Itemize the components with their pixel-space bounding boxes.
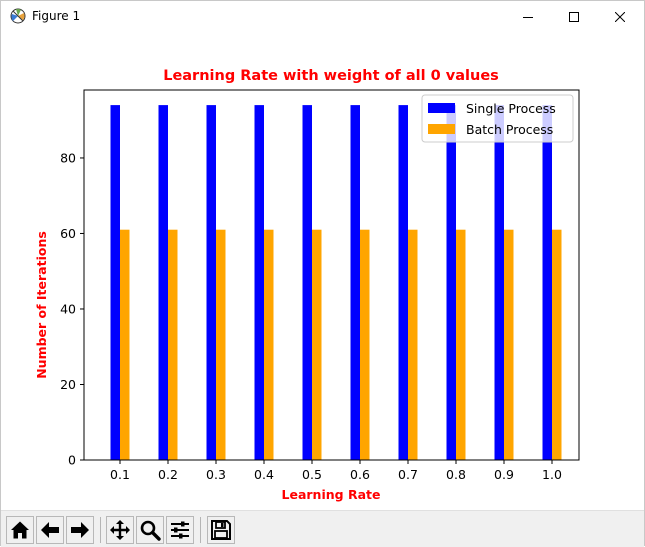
minimize-button[interactable] (505, 1, 551, 32)
y-tick-label: 20 (60, 377, 76, 392)
figure-canvas[interactable]: Learning Rate with weight of all 0 value… (1, 32, 644, 510)
x-tick-label: 0.1 (110, 467, 130, 482)
matplotlib-icon (10, 8, 26, 24)
single-process-bar (110, 105, 120, 460)
close-icon (615, 11, 625, 22)
single-process-bar (350, 105, 360, 460)
toolbar-separator (100, 517, 101, 543)
x-tick-label: 0.6 (350, 467, 370, 482)
batch-process-bar (168, 229, 178, 460)
back-button[interactable] (36, 516, 64, 544)
minimize-icon (523, 16, 533, 18)
x-tick-label: 0.2 (158, 467, 178, 482)
maximize-button[interactable] (551, 1, 597, 32)
save-disk-icon (211, 520, 231, 540)
close-button[interactable] (597, 1, 643, 32)
toolbar-separator (200, 517, 201, 543)
single-process-bar (398, 105, 408, 460)
single-process-bar (302, 105, 312, 460)
legend-label: Single Process (466, 101, 556, 116)
batch-process-bar (312, 229, 322, 460)
x-tick-label: 0.7 (398, 467, 418, 482)
title-bar[interactable]: Figure 1 (1, 1, 644, 32)
x-axis-label: Learning Rate (282, 487, 381, 502)
batch-process-bar (264, 229, 274, 460)
y-tick-label: 60 (60, 226, 76, 241)
x-tick-label: 1.0 (542, 467, 562, 482)
pan-move-icon (110, 520, 130, 540)
subplots-button[interactable] (166, 516, 194, 544)
batch-process-bar (408, 229, 418, 460)
save-button[interactable] (207, 516, 235, 544)
zoom-button[interactable] (136, 516, 164, 544)
legend-label: Batch Process (466, 122, 553, 137)
y-tick-label: 0 (68, 453, 76, 468)
batch-process-bar (120, 229, 130, 460)
y-axis-label: Number of Iterations (34, 231, 49, 379)
maximize-icon (569, 11, 579, 22)
chart-legend (421, 94, 574, 143)
home-icon (11, 521, 29, 539)
forward-arrow-icon (71, 522, 89, 538)
x-tick-label: 0.4 (254, 467, 274, 482)
x-tick-label: 0.9 (494, 467, 514, 482)
chart-title: Learning Rate with weight of all 0 value… (163, 68, 499, 84)
bar-chart: Learning Rate with weight of all 0 value… (34, 68, 580, 502)
single-process-bar (254, 105, 264, 460)
y-tick-label: 80 (60, 150, 76, 165)
batch-process-bar (456, 229, 466, 460)
legend-swatch (428, 103, 455, 113)
home-button[interactable] (6, 516, 34, 544)
x-tick-label: 0.3 (206, 467, 226, 482)
y-tick-label: 40 (60, 301, 76, 316)
single-process-bar (542, 105, 552, 460)
plot-frame (83, 89, 580, 461)
zoom-magnifier-icon (140, 520, 161, 541)
navigation-toolbar (1, 510, 644, 547)
back-arrow-icon (41, 522, 59, 538)
x-tick-label: 0.5 (302, 467, 322, 482)
forward-button[interactable] (66, 516, 94, 544)
single-process-bar (158, 105, 168, 460)
single-process-bar (446, 105, 456, 460)
subplots-sliders-icon (171, 521, 189, 539)
pan-button[interactable] (106, 516, 134, 544)
single-process-bar (494, 105, 504, 460)
single-process-bar (206, 105, 216, 460)
x-tick-label: 0.8 (446, 467, 466, 482)
batch-process-bar (360, 229, 370, 460)
batch-process-bar (504, 229, 514, 460)
window-title: Figure 1 (32, 9, 81, 23)
batch-process-bar (216, 229, 226, 460)
batch-process-bar (552, 229, 562, 460)
legend-swatch (428, 124, 455, 134)
